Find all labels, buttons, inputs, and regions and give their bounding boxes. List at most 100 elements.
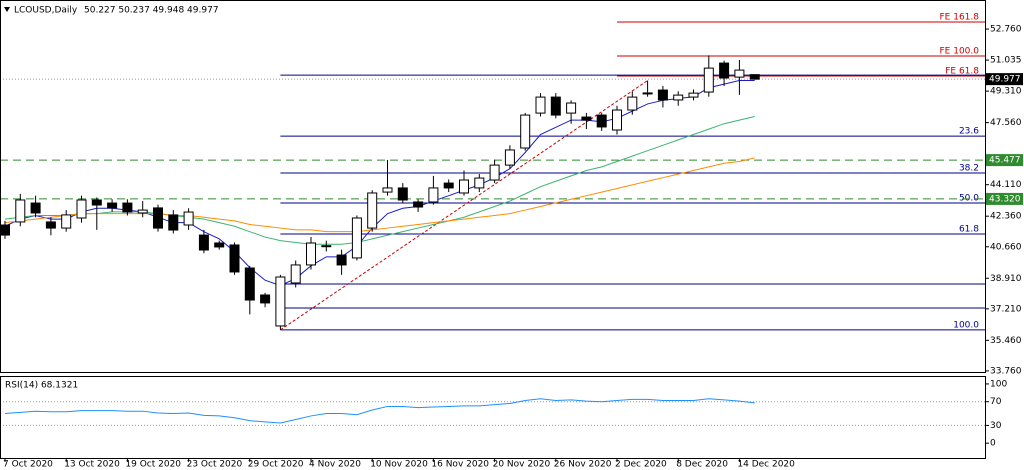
- rsi-tick-label: 70: [990, 397, 1002, 407]
- rsi-panel: [0, 376, 986, 459]
- candle-body: [275, 276, 286, 327]
- rsi-line: [4, 398, 755, 424]
- y-tick-label: 35.460: [990, 336, 1022, 346]
- fib-label: 100.0: [953, 320, 979, 330]
- fib-label: 23.6: [959, 127, 979, 137]
- candle-body: [734, 69, 745, 78]
- candle-body: [459, 179, 469, 194]
- candle-body: [45, 221, 56, 229]
- y-tick-label: 37.210: [990, 304, 1022, 314]
- candle-body: [596, 114, 607, 128]
- menu-triangle: [4, 7, 10, 12]
- candle-body: [351, 217, 362, 259]
- candle-body: [581, 116, 592, 121]
- candle-body: [489, 164, 500, 181]
- candle-body: [107, 202, 118, 209]
- level-tag-label: 43.320: [989, 194, 1021, 204]
- candle-body: [520, 114, 531, 149]
- rsi-tick-label: 0: [990, 439, 996, 449]
- rsi-tick-label: 30: [990, 421, 1002, 431]
- candle-body: [719, 62, 730, 79]
- candle-body: [321, 245, 332, 248]
- candle-body: [703, 67, 714, 93]
- x-tick-label: 29 Oct 2020: [248, 460, 304, 470]
- candle-body: [244, 267, 255, 301]
- candle-body: [30, 202, 41, 214]
- fib-label: 38.2: [959, 164, 979, 174]
- candle-body: [657, 89, 668, 101]
- candle-body: [397, 187, 408, 201]
- x-tick-label: 10 Nov 2020: [370, 460, 428, 470]
- candle-body: [504, 149, 515, 166]
- moving-average: [4, 157, 755, 233]
- fib-label: 61.8: [959, 224, 979, 234]
- y-tick-label: 47.560: [990, 118, 1022, 128]
- fe-trend: [280, 80, 648, 331]
- candle-body: [474, 177, 485, 189]
- main-panel: [0, 0, 986, 373]
- candle-body: [260, 294, 271, 304]
- y-tick-label: 38.910: [990, 274, 1022, 284]
- x-tick-label: 8 Dec 2020: [676, 460, 728, 470]
- x-tick-label: 16 Nov 2020: [431, 460, 489, 470]
- candle-body: [168, 214, 179, 231]
- ohlc-text: 50.227 50.237 49.948 49.977: [84, 6, 219, 16]
- y-tick-label: 44.110: [990, 180, 1022, 190]
- y-tick-label: 33.760: [990, 366, 1022, 376]
- candle-body: [642, 92, 653, 95]
- candle-body: [749, 74, 760, 80]
- candle-body: [535, 96, 546, 114]
- candle-body: [183, 211, 194, 226]
- x-tick-label: 20 Nov 2020: [493, 460, 551, 470]
- x-tick-label: 23 Oct 2020: [187, 460, 243, 470]
- last-price-tag: [986, 73, 1023, 86]
- level-tag-label: 45.477: [989, 156, 1021, 166]
- fe-label: FE 100.0: [940, 47, 980, 57]
- candle-body: [1, 224, 10, 236]
- y-tick-label: 42.360: [990, 212, 1022, 222]
- candle-body: [214, 242, 225, 248]
- candle-body: [367, 192, 378, 229]
- fe-label: FE 61.8: [945, 67, 979, 77]
- candle-body: [15, 199, 26, 223]
- y-tick-label: 49.310: [990, 87, 1022, 97]
- x-tick-label: 13 Oct 2020: [64, 460, 120, 470]
- candle-body: [443, 182, 454, 189]
- candle-body: [673, 94, 684, 101]
- candle-body: [413, 201, 424, 208]
- y-tick-label: 51.035: [990, 56, 1022, 66]
- candle-body: [122, 202, 133, 213]
- candle-body: [428, 187, 439, 203]
- chart-title: LCOUSD,Daily: [14, 6, 78, 16]
- last-price-label: 49.977: [989, 75, 1021, 85]
- candle-body: [153, 207, 163, 229]
- x-tick-label: 4 Nov 2020: [309, 460, 361, 470]
- candle-body: [336, 254, 347, 266]
- y-tick-label: 40.660: [990, 242, 1022, 252]
- candle-body: [566, 102, 577, 114]
- candle-body: [627, 96, 638, 111]
- candle-body: [550, 96, 561, 116]
- rsi-plot: [1, 398, 985, 426]
- candle-body: [76, 199, 87, 219]
- fe-label: FE 161.8: [940, 13, 980, 23]
- axes: 52.760 51.035 49.310 47.560 44.110 42.360 40.6…: [3, 25, 1023, 470]
- candle-body: [91, 199, 102, 206]
- x-tick-label: 2 Dec 2020: [615, 460, 667, 470]
- rsi-title: RSI(14) 68.1321: [5, 381, 78, 391]
- x-tick-label: 19 Oct 2020: [125, 460, 181, 470]
- candle-body: [229, 244, 240, 273]
- candle-body: [198, 234, 209, 251]
- candle-body: [382, 187, 393, 193]
- level-tag: [986, 192, 1023, 205]
- x-tick-label: 14 Dec 2020: [737, 460, 795, 470]
- candle-body: [688, 92, 699, 98]
- level-tag: [986, 154, 1023, 167]
- x-tick-label: 26 Nov 2020: [554, 460, 612, 470]
- rsi-tick-label: 100: [990, 379, 1007, 389]
- x-tick-label: 7 Oct 2020: [3, 460, 53, 470]
- candle-body: [61, 214, 72, 229]
- y-tick-label: 52.760: [990, 25, 1022, 35]
